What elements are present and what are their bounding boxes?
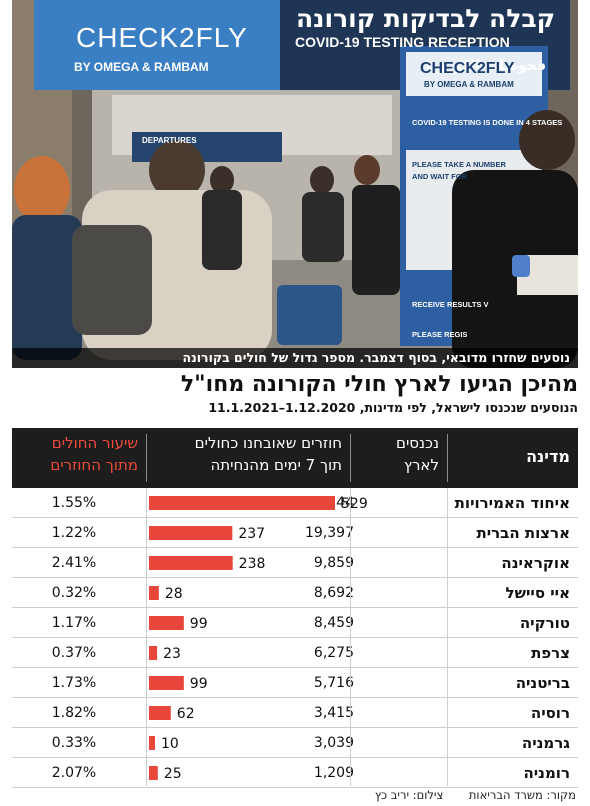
cell-rate: 0.32% (51, 585, 97, 601)
sign-brand-sub: BY OMEGA & RAMBAM (74, 60, 209, 74)
photo-credit: צילום: יריב כץ (374, 788, 444, 802)
cell-entered: 1,209 (313, 765, 354, 781)
bar-value-label: 10 (161, 736, 179, 752)
bar-value-label: 99 (190, 676, 208, 692)
cell-country: צרפת (531, 644, 570, 662)
bar-value-label: 237 (238, 526, 265, 542)
cell-country: ארצות הברית (476, 524, 570, 542)
bar-sick (149, 736, 155, 750)
cell-country: גרמניה (521, 734, 570, 752)
header-country: מדינה (526, 447, 570, 466)
kiosk-line: RECEIVE RESULTS V (412, 300, 489, 309)
cell-entered: 9,859 (313, 555, 354, 571)
table-row: ארצות הברית 19,397 1.22% (12, 518, 578, 548)
cell-country: בריטניה (515, 674, 570, 692)
bar-value-label: 62 (177, 706, 195, 722)
footer: מקור: משרד הבריאות צילום: יריב כץ (375, 788, 576, 802)
bar-value-label: 529 (341, 496, 368, 512)
cell-rate: 1.22% (51, 525, 97, 541)
cell-country: רוסיה (530, 704, 570, 722)
bar-sick (149, 706, 171, 720)
bar-value-label: 99 (190, 616, 208, 632)
cell-rate: 2.41% (51, 555, 97, 571)
cell-rate: 1.55% (51, 495, 97, 511)
table-row: אוקראינה 9,859 2.41% (12, 548, 578, 578)
kiosk-line: AND WAIT FOR (412, 172, 467, 181)
bar-value-label: 238 (239, 556, 266, 572)
cell-rate: 2.07% (51, 765, 97, 781)
photo-illustration (12, 0, 578, 368)
table-row: טורקיה 8,459 1.17% (12, 608, 578, 638)
cell-rate: 1.17% (51, 615, 97, 631)
bar-sick (149, 496, 335, 510)
table-header: מדינה נכנסים לארץ חוזרים שאובחנו כחולים … (12, 428, 578, 488)
header-rate: שיעור החולים מתוך החוזרים (12, 432, 146, 484)
cell-entered: 8,459 (313, 615, 354, 631)
cell-country: טורקיה (519, 614, 570, 632)
header-entered: נכנסים לארץ (361, 432, 447, 484)
cell-entered: 6,275 (313, 645, 354, 661)
cell-rate: 1.82% (51, 705, 97, 721)
sign-english: COVID-19 TESTING RECEPTION (295, 34, 510, 50)
subhead: הנוסעים שנכנסו לישראל, לפי מדינות, 1.12.… (208, 400, 578, 415)
bar-sick (149, 526, 233, 540)
table-row: איי סיישל 8,692 0.32% (12, 578, 578, 608)
cell-entered: 8,692 (313, 585, 354, 601)
kiosk-line: COVID-19 TESTING IS DONE IN 4 STAGES (412, 118, 563, 127)
kiosk-brand: CHECK2FLY (420, 60, 515, 77)
header-returned: חוזרים שאובחנו כחולים תוך 7 ימים מהנחיתה (146, 432, 350, 484)
photo-caption: נוסעים שחזרו מדובאי, בסוף דצמבר. מספר גד… (12, 348, 578, 368)
departures-sign: DEPARTURES (142, 136, 197, 145)
header-entered-line1: נכנסים (396, 434, 439, 452)
bar-sick (149, 616, 184, 630)
header-returned-line2: תוך 7 ימים מהנחיתה (210, 456, 342, 474)
table-row: גרמניה 3,039 0.33% (12, 728, 578, 758)
bar-value-label: 23 (163, 646, 181, 662)
bar-sick (149, 676, 184, 690)
bar-value-label: 25 (164, 766, 182, 782)
kiosk-line: PLEASE REGIS (412, 330, 468, 339)
table-row: רוסיה 3,415 1.82% (12, 698, 578, 728)
table-row: רומניה 1,209 2.07% (12, 758, 578, 788)
bar-sick (149, 646, 158, 660)
bar-sick (149, 556, 233, 570)
header-rate-line1: שיעור החולים (51, 434, 138, 452)
source-note: מקור: משרד הבריאות (468, 788, 576, 802)
cell-country: איחוד האמירויות (454, 494, 570, 512)
header-entered-line2: לארץ (403, 456, 439, 474)
bar-sick (149, 766, 158, 780)
cell-rate: 0.33% (51, 735, 97, 751)
sign-brand: CHECK2FLY (76, 22, 248, 53)
header-rate-line2: מתוך החוזרים (50, 456, 138, 474)
cell-entered: 5,716 (313, 675, 354, 691)
bar-value-label: 28 (165, 586, 183, 602)
cell-country: איי סיישל (505, 584, 570, 602)
sign-hebrew: קבלה לבדיקות קורונה (296, 4, 555, 33)
cell-country: רומניה (523, 764, 570, 782)
cell-country: אוקראינה (501, 554, 570, 572)
cell-entered: 3,415 (313, 705, 354, 721)
table-row: בריטניה 5,716 1.73% (12, 668, 578, 698)
kiosk-line: PLEASE TAKE A NUMBER (412, 160, 506, 169)
news-photo: CHECK2FLY BY OMEGA & RAMBAM קבלה לבדיקות… (12, 0, 578, 368)
cell-rate: 0.37% (51, 645, 97, 661)
kiosk-brand-sub: BY OMEGA & RAMBAM (424, 80, 514, 89)
header-returned-line1: חוזרים שאובחנו כחולים (194, 434, 342, 452)
cell-rate: 1.73% (51, 675, 97, 691)
cell-entered: 19,397 (305, 525, 354, 541)
data-table: מדינה נכנסים לארץ חוזרים שאובחנו כחולים … (12, 428, 578, 788)
bar-sick (149, 586, 159, 600)
table-row: צרפת 6,275 0.37% (12, 638, 578, 668)
bar-layer: 529 237 238 28 99 23 99 62 10 25 (149, 496, 368, 782)
headline: מהיכן הגיעו לארץ חולי הקורונה מחו"ל (180, 372, 578, 397)
cell-entered: 3,039 (313, 735, 354, 751)
sign-arabic: فحوصات الكورونا (425, 58, 546, 74)
